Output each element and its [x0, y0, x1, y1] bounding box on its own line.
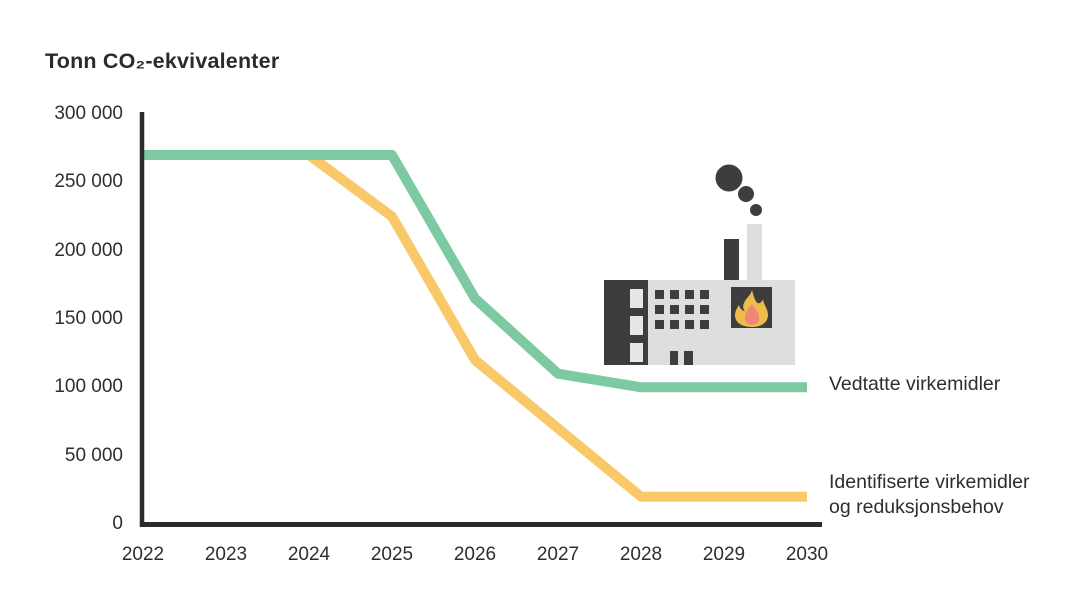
smoke-puff-large-icon	[715, 164, 743, 192]
building-window	[685, 320, 694, 329]
legend-identifiserte-line1: Identifiserte virkemidler	[829, 471, 1030, 493]
building-window	[670, 290, 679, 299]
building-windows	[655, 290, 709, 329]
y-axis-tick-label: 250 000	[54, 171, 123, 193]
x-axis-tick-label: 2022	[121, 544, 165, 565]
building-window	[655, 320, 664, 329]
factory-icon	[604, 164, 795, 365]
legend-identifiserte-line2: og reduksjonsbehov	[829, 496, 1004, 518]
y-axis-tick-label: 200 000	[54, 239, 123, 261]
building-window	[685, 290, 694, 299]
x-axis-tick-label: 2025	[370, 544, 414, 565]
x-axis-tick-label: 2026	[453, 544, 497, 565]
x-axis-tick-label: 2023	[204, 544, 248, 565]
x-axis-tick-label: 2029	[702, 544, 746, 565]
building-window	[685, 305, 694, 314]
chart-title: Tonn CO₂-ekvivalenter	[45, 49, 280, 73]
y-axis-tick-label: 300 000	[54, 103, 123, 124]
x-axis-tick-label: 2027	[536, 544, 580, 565]
y-axis-tick-label: 0	[112, 513, 123, 534]
building-window	[670, 320, 679, 329]
y-axis-tick-label: 150 000	[54, 308, 123, 329]
building-window	[700, 290, 709, 299]
series-line-vedtatte-virkemidler	[143, 150, 807, 393]
legend-label-vedtatte: Vedtatte virkemidler	[829, 373, 1001, 395]
legend-label-identifiserte: Identifiserte virkemidler og reduksjonsb…	[829, 470, 1029, 520]
smoke-puff-medium-icon	[738, 186, 754, 202]
chimney-dark-icon	[724, 239, 739, 282]
factory-door-left	[670, 351, 678, 365]
x-axis-tick-label: 2030	[785, 544, 829, 565]
tower-window	[630, 289, 643, 308]
tower-windows	[630, 289, 643, 362]
factory-door-right	[684, 351, 693, 365]
flame-inner-core	[745, 304, 759, 325]
building-window	[655, 290, 664, 299]
x-axis-tick-label: 2024	[287, 544, 331, 565]
y-axis-tick-label: 100 000	[54, 376, 123, 398]
building-window	[700, 305, 709, 314]
building-window	[655, 305, 664, 314]
chimney-light-icon	[747, 224, 762, 282]
smoke-puff-small-icon	[750, 204, 762, 216]
x-axis-tick-label: 2028	[619, 544, 663, 565]
building-window	[700, 320, 709, 329]
building-window	[670, 305, 679, 314]
series-lines-group	[143, 150, 807, 502]
tower-window	[630, 343, 643, 362]
y-axis-tick-label: 50 000	[64, 444, 123, 466]
tower-window	[630, 316, 643, 335]
